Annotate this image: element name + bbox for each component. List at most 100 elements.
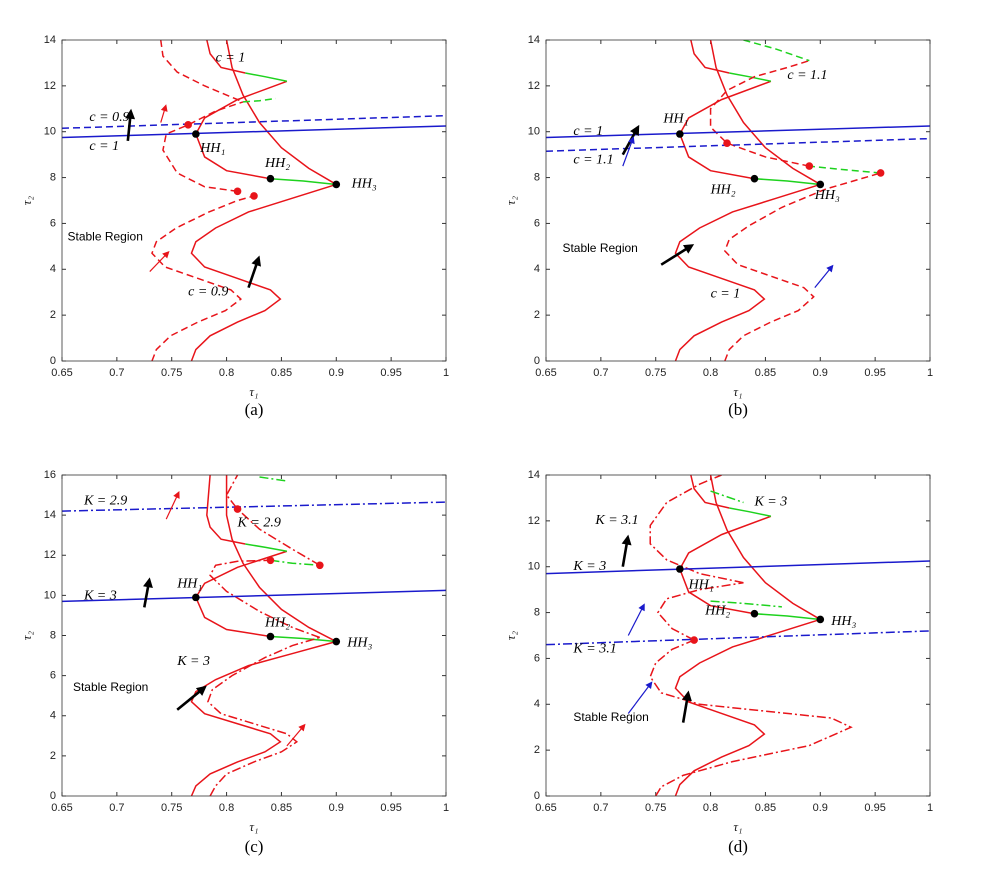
x-tick-label: 1 [927,367,933,379]
point [192,130,200,138]
y-axis-label: τ₂ [19,630,34,640]
x-tick-label: 0.95 [864,367,885,379]
point [266,556,275,565]
point [676,130,684,138]
annotation: HH₂ [704,604,730,619]
curve [674,618,821,796]
x-tick-label: 0.9 [813,367,828,379]
annotation: HH₂ [710,182,736,197]
curve [729,72,772,83]
x-tick-label: 0.9 [813,802,828,814]
y-axis-label: τ₂ [503,195,518,205]
y-tick-label: 10 [44,589,56,601]
arrow-shaft [143,583,150,608]
x-axis-label: τ₁ [733,384,742,399]
curve [190,183,337,361]
annotation: Stable Region [73,680,148,694]
point [250,192,258,200]
annotation: c = 0.9 [188,284,228,299]
point [676,565,684,573]
curve [270,635,337,643]
y-tick-label: 14 [44,509,56,521]
y-tick-label: 2 [534,744,540,756]
caption: (b) [728,400,748,419]
y-axis-label: τ₂ [19,195,34,205]
y-tick-label: 4 [50,710,56,722]
y-tick-label: 8 [534,606,540,618]
annotation: c = 1 [216,51,246,66]
annotation: K = 3 [572,559,606,574]
x-tick-label: 0.85 [271,367,292,379]
annotation: c = 1 [573,124,603,139]
arrow-head [195,685,207,696]
caption: (c) [245,837,264,856]
y-tick-label: 2 [50,309,56,321]
arrow-shaft [627,684,650,714]
x-tick-label: 0.8 [219,802,234,814]
annotation: K = 2.9 [83,493,127,508]
axes-box [61,39,447,362]
axes-box [545,39,931,362]
curve [743,40,810,62]
arrow-shaft [814,268,831,289]
y-tick-label: 6 [50,670,56,682]
plot-area [62,40,446,361]
annotation: Stable Region [67,229,142,243]
arrow-head [826,264,834,273]
x-tick-label: 0.85 [755,367,776,379]
curve [151,195,255,361]
curve [159,40,244,103]
plot-area [546,40,930,361]
y-tick-label: 4 [534,698,540,710]
curve [270,559,320,567]
point [750,174,759,183]
curve [190,640,337,796]
arrow-head [125,108,136,120]
point [805,162,814,170]
x-tick-label: 0.95 [864,802,885,814]
arrow-head [251,255,261,267]
point [723,139,731,147]
arrow-head [298,723,306,732]
y-tick-label: 12 [528,80,540,92]
plot-area [62,475,446,796]
curve [729,507,772,518]
arrow-shaft [126,115,132,142]
x-tick-label: 0.9 [329,367,344,379]
curve [225,475,337,643]
x-tick-label: 1 [443,802,449,814]
point [266,632,275,641]
annotation: c = 1.1 [573,153,613,168]
curve [62,125,446,139]
curve [207,636,321,796]
caption: (a) [245,400,264,419]
arrow-head [621,534,632,546]
annotation: c = 0.9 [89,110,129,125]
x-axis-label: τ₁ [249,819,258,834]
x-tick-label: 0.65 [535,802,556,814]
curve [225,40,337,186]
y-tick-label: 0 [534,790,540,802]
x-tick-label: 0.65 [51,802,72,814]
y-tick-label: 6 [534,652,540,664]
y-tick-label: 8 [534,171,540,183]
annotation: HH₁ [199,141,225,156]
curve [709,475,821,621]
arrow-head [173,491,180,499]
curve [162,101,244,193]
curve [674,183,821,361]
curve [709,59,810,167]
arrow-head [638,603,645,612]
caption: (d) [728,837,748,856]
x-axis-label: τ₁ [733,819,742,834]
annotation: c = 1 [89,139,119,154]
curve [754,612,821,621]
arrow-head [628,136,635,145]
y-tick-label: 2 [50,750,56,762]
curve [62,589,446,603]
y-tick-label: 12 [44,549,56,561]
arrow-shaft [621,130,638,156]
y-axis-label: τ₂ [503,630,518,640]
